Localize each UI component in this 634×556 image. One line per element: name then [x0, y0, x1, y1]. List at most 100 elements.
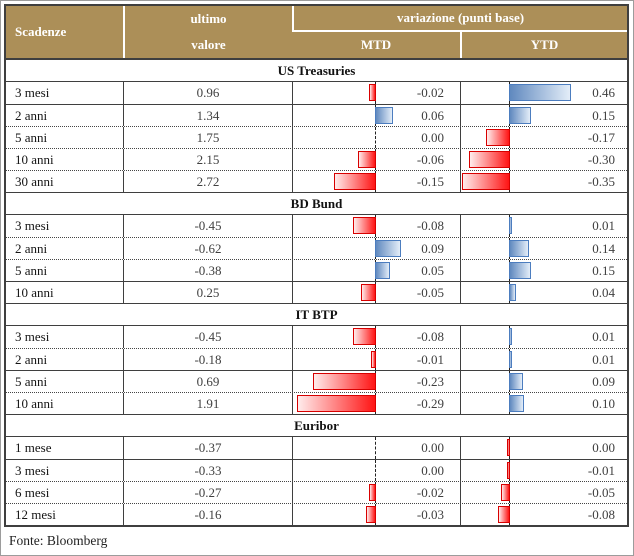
- last-value: 1.34: [123, 105, 292, 126]
- mtd-value: 0.06: [421, 107, 444, 123]
- axis-line: [375, 460, 376, 481]
- mtd-value: 0.00: [421, 129, 444, 145]
- mtd-value: 0.00: [421, 440, 444, 455]
- maturity-label: 30 anni: [15, 173, 54, 189]
- ytd-value: 0.00: [592, 440, 615, 455]
- ytd-cell: 0.00: [460, 437, 627, 459]
- ytd-cell: 0.01: [460, 215, 627, 237]
- table-row: 10 anni 2.15 -0.06 -0.30: [6, 148, 627, 170]
- table-section: IT BTP 3 mesi -0.45 -0.08 0.01 2 anni -0.18 -0.…: [6, 303, 627, 414]
- table-row: 10 anni 0.25 -0.05 0.04: [6, 281, 627, 303]
- table-row: 3 mesi 0.96 -0.02 0.46: [6, 82, 627, 104]
- table-header: Scadenze ultimo valore variazione (punti…: [6, 6, 627, 60]
- table-section: Euribor 1 mese -0.37 0.00 0.00 3 mesi -0.33 0.0…: [6, 414, 627, 525]
- mtd-cell: -0.03: [292, 504, 460, 525]
- ytd-cell: 0.09: [460, 371, 627, 392]
- ytd-bar: [469, 151, 510, 168]
- header-variation-label: variazione (punti base): [396, 10, 525, 25]
- table-row: 12 mesi -0.16 -0.03 -0.08: [6, 503, 627, 525]
- last-value: -0.16: [123, 504, 292, 525]
- mtd-value: -0.15: [416, 173, 444, 189]
- ytd-cell: -0.05: [460, 482, 627, 503]
- ytd-cell: -0.35: [460, 171, 627, 192]
- header-variation: variazione (punti base): [292, 6, 627, 32]
- mtd-bar: [375, 262, 390, 279]
- maturity-label: 12 mesi: [15, 506, 56, 522]
- table-row: 3 mesi -0.45 -0.08 0.01: [6, 326, 627, 348]
- ytd-bar: [507, 439, 510, 456]
- table-row: 30 anni 2.72 -0.15 -0.35: [6, 170, 627, 192]
- mtd-bar: [334, 173, 376, 190]
- last-value: -0.62: [123, 238, 292, 259]
- mtd-value: 0.00: [421, 462, 444, 478]
- mtd-value: -0.02: [416, 85, 444, 100]
- maturity-label: 2 anni: [15, 240, 48, 256]
- mtd-value: -0.29: [416, 395, 444, 411]
- table-row: 10 anni 1.91 -0.29 0.10: [6, 392, 627, 414]
- header-maturity: Scadenze: [6, 6, 123, 58]
- ytd-value: 0.15: [592, 107, 615, 123]
- ytd-bar: [509, 395, 524, 412]
- ytd-value: -0.01: [587, 462, 615, 478]
- axis-line: [375, 127, 376, 148]
- mtd-cell: -0.23: [292, 371, 460, 392]
- mtd-cell: 0.05: [292, 260, 460, 281]
- header-mtd: MTD: [292, 32, 460, 58]
- mtd-cell: 0.00: [292, 127, 460, 148]
- maturity-label: 10 anni: [15, 151, 54, 167]
- ytd-cell: 0.04: [460, 282, 627, 303]
- last-value: 1.91: [123, 393, 292, 414]
- ytd-value: 0.14: [592, 240, 615, 256]
- ytd-bar: [462, 173, 510, 190]
- mtd-bar: [366, 506, 376, 523]
- last-value: -0.45: [123, 215, 292, 237]
- maturity-label: 3 mesi: [15, 85, 50, 100]
- mtd-cell: -0.15: [292, 171, 460, 192]
- maturity-label: 2 anni: [15, 107, 48, 123]
- header-ytd: YTD: [460, 32, 627, 58]
- last-value: 0.96: [123, 82, 292, 104]
- mtd-value: -0.02: [416, 484, 444, 500]
- ytd-value: 0.01: [592, 218, 615, 233]
- table-row: 2 anni 1.34 0.06 0.15: [6, 104, 627, 126]
- mtd-value: -0.23: [416, 373, 444, 389]
- rates-table: Scadenze ultimo valore variazione (punti…: [4, 4, 629, 527]
- ytd-value: -0.05: [587, 484, 615, 500]
- header-mtd-label: MTD: [360, 37, 392, 52]
- section-title: IT BTP: [6, 304, 627, 326]
- ytd-cell: 0.14: [460, 238, 627, 259]
- maturity-label: 3 mesi: [15, 329, 50, 344]
- maturity-label: 10 anni: [15, 395, 54, 411]
- mtd-bar: [361, 284, 376, 301]
- last-value: -0.37: [123, 437, 292, 459]
- mtd-bar: [353, 217, 376, 234]
- ytd-value: 0.01: [592, 329, 615, 344]
- mtd-cell: -0.29: [292, 393, 460, 414]
- maturity-label: 6 mesi: [15, 484, 50, 500]
- mtd-cell: 0.06: [292, 105, 460, 126]
- mtd-bar: [371, 351, 376, 368]
- table-row: 1 mese -0.37 0.00 0.00: [6, 437, 627, 459]
- section-title: BD Bund: [6, 193, 627, 215]
- last-value: -0.33: [123, 460, 292, 481]
- ytd-bar: [509, 351, 512, 368]
- mtd-bar: [297, 395, 376, 412]
- table-row: 3 mesi -0.45 -0.08 0.01: [6, 215, 627, 237]
- ytd-cell: 0.01: [460, 349, 627, 370]
- ytd-cell: -0.30: [460, 149, 627, 170]
- maturity-label: 3 mesi: [15, 218, 50, 233]
- mtd-cell: -0.01: [292, 349, 460, 370]
- mtd-cell: -0.06: [292, 149, 460, 170]
- source-note: Fonte: Bloomberg: [9, 533, 108, 548]
- ytd-value: -0.35: [587, 173, 615, 189]
- mtd-cell: 0.00: [292, 437, 460, 459]
- mtd-cell: 0.09: [292, 238, 460, 259]
- ytd-cell: 0.10: [460, 393, 627, 414]
- ytd-bar: [509, 217, 512, 234]
- last-value: -0.27: [123, 482, 292, 503]
- mtd-bar: [375, 240, 401, 257]
- mtd-cell: -0.02: [292, 82, 460, 104]
- ytd-cell: -0.17: [460, 127, 627, 148]
- mtd-value: -0.08: [416, 218, 444, 233]
- ytd-cell: 0.15: [460, 105, 627, 126]
